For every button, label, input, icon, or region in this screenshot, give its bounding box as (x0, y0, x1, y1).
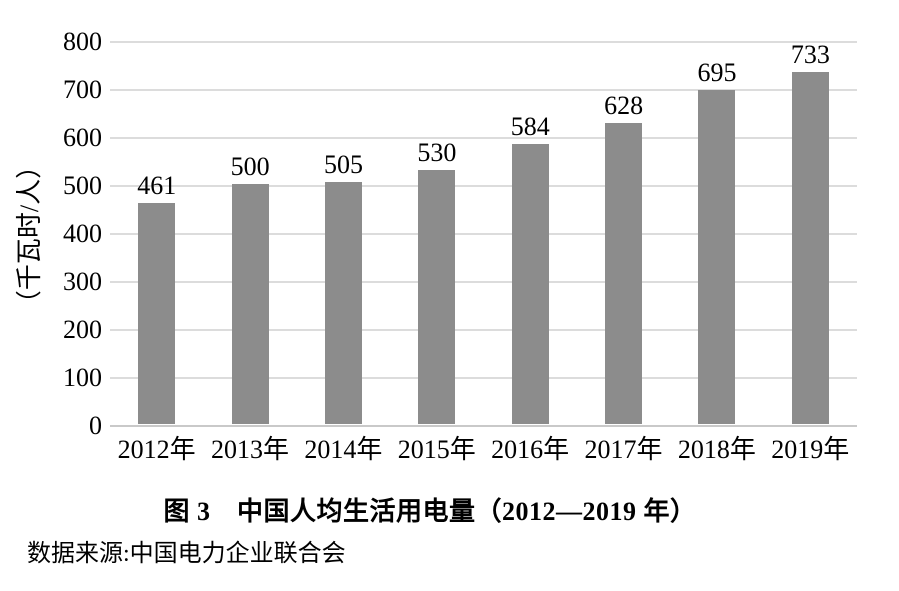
bar-value-label: 584 (510, 111, 550, 141)
y-tick-label: 300 (63, 267, 102, 296)
bar-value-label: 733 (790, 40, 830, 70)
bar-value-label: 500 (230, 152, 270, 181)
gridline (110, 281, 857, 283)
bar (791, 72, 829, 424)
bar (324, 181, 362, 424)
plot-area: 461 2012年 500 2013年 505 2014年 530 2015年 584 2016年… (110, 40, 857, 464)
bar-value-label: 530 (417, 137, 457, 167)
x-tick-label: 2019年 (771, 435, 850, 464)
y-tick-label: 400 (63, 219, 102, 248)
gridline (110, 233, 857, 235)
bar (138, 202, 176, 424)
gridline (110, 329, 857, 331)
x-tick-label: 2018年 (677, 435, 756, 464)
x-axis-baseline (110, 425, 857, 427)
x-tick-label: 2017年 (584, 435, 663, 464)
bar (605, 122, 643, 424)
gridline (110, 89, 857, 91)
y-tick-label: 600 (63, 123, 102, 152)
gridline (110, 377, 857, 379)
bar-value-label: 505 (323, 149, 363, 179)
gridline (110, 185, 857, 187)
y-tick-label: 0 (89, 411, 102, 440)
y-tick-label: 700 (63, 75, 102, 104)
x-tick-label: 2012年 (117, 435, 196, 464)
data-source: 数据来源:中国电力企业联合会 (27, 541, 346, 567)
bar (231, 184, 269, 424)
x-tick-label: 2014年 (304, 435, 383, 464)
bar (511, 143, 549, 424)
y-tick-label: 200 (63, 315, 102, 344)
x-tick-label: 2016年 (491, 435, 570, 464)
y-tick-label: 100 (63, 363, 102, 392)
gridline (110, 137, 857, 139)
bar-value-label: 695 (697, 58, 737, 88)
y-tick-label: 800 (63, 27, 102, 56)
y-axis-ticks: 0 100 200 300 400 500 600 700 800 (30, 27, 102, 440)
bar-value-label: 628 (604, 90, 644, 120)
y-tick-label: 500 (63, 171, 102, 200)
bar (418, 169, 456, 424)
bar-value-label: 461 (137, 170, 177, 200)
x-tick-label: 2013年 (211, 435, 290, 464)
figure-caption: 图 3 中国人均生活用电量（2012—2019 年） (163, 497, 697, 526)
x-tick-label: 2015年 (397, 435, 476, 464)
bar (698, 90, 736, 424)
gridline (110, 41, 857, 43)
